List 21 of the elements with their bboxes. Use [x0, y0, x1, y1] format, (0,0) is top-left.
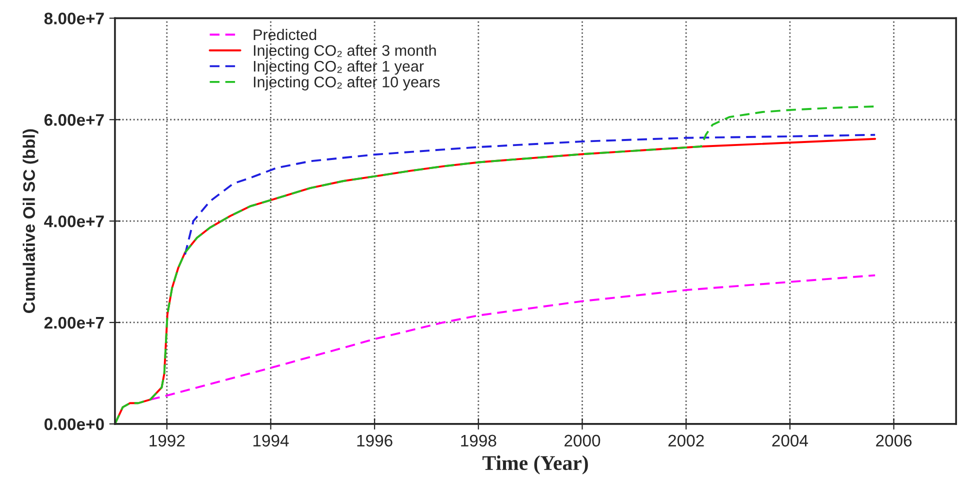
y-axis-title: Cumulative Oil SC (bbl): [22, 129, 38, 313]
legend-label: Injecting CO₂ after 10 years: [254, 76, 440, 90]
x-tick-label: 2000: [564, 434, 600, 447]
y-tick-label: 2.00e+7: [44, 316, 104, 329]
legend-label: Predicted: [254, 28, 316, 40]
x-tick-label: 1998: [461, 434, 496, 447]
x-tick-label: 2006: [876, 434, 912, 447]
x-tick-label: 1994: [253, 434, 289, 447]
y-tick-label: 8.00e+7: [44, 12, 104, 24]
x-tick-label: 1992: [150, 434, 185, 447]
x-tick-label: 1996: [357, 434, 392, 447]
legend-label: Injecting CO₂ after 3 month: [254, 44, 436, 59]
y-tick-label: 0.00e+0: [44, 418, 104, 430]
line-series: [149, 274, 876, 401]
line-series: [184, 134, 876, 256]
y-tick-label: 6.00e+7: [44, 114, 104, 126]
y-tick-label: 4.00e+7: [44, 215, 104, 228]
legend-label: Injecting CO₂ after 1 year: [254, 60, 424, 75]
x-tick-label: 2002: [668, 434, 704, 447]
x-tick-label: 2004: [772, 434, 808, 447]
x-axis-title: Time (Year): [482, 455, 588, 474]
